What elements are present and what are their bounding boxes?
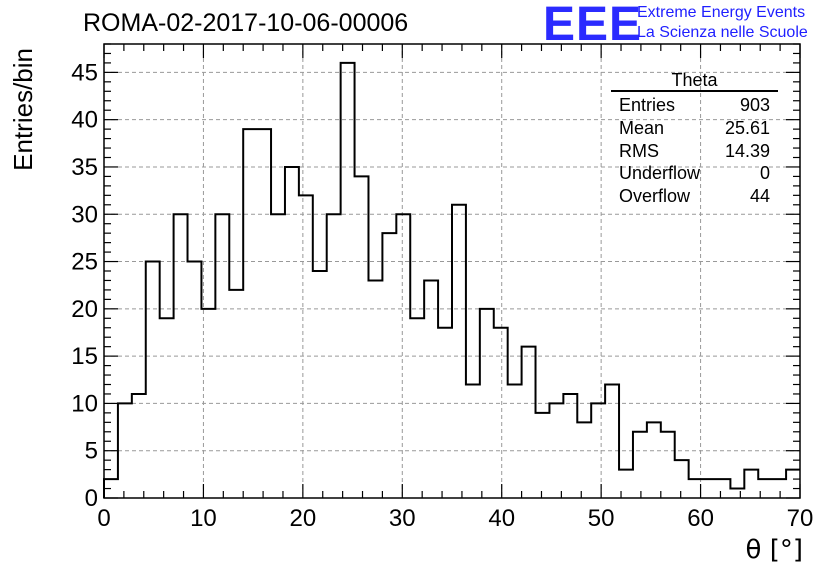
x-tick-label: 40	[488, 505, 515, 532]
stats-value: 25.61	[724, 117, 770, 138]
y-tick-label: 0	[85, 485, 98, 512]
histogram-bin	[424, 280, 438, 498]
histogram-bin	[368, 280, 382, 498]
histogram-bin	[466, 385, 480, 499]
histogram-bin	[201, 309, 215, 498]
histogram-bin	[438, 328, 452, 498]
y-tick-label: 15	[71, 343, 98, 370]
x-tick-label: 60	[687, 505, 714, 532]
histogram-bin	[104, 479, 118, 498]
y-tick-label: 35	[71, 154, 98, 181]
stats-label: Underflow	[619, 163, 701, 184]
y-tick-label: 40	[71, 107, 98, 134]
x-tick-label: 10	[190, 505, 217, 532]
x-axis-label: θ [°]	[746, 535, 803, 565]
stats-value: 0	[759, 163, 770, 184]
histogram-outline	[103, 61, 800, 498]
histogram-bin	[563, 394, 577, 498]
histogram-bin	[661, 432, 675, 498]
histogram-bin	[257, 129, 271, 498]
histogram-bin	[452, 205, 466, 498]
histogram-bin	[313, 271, 327, 498]
histogram-bin	[549, 403, 563, 498]
histogram-bin	[132, 394, 146, 498]
stats-value: 44	[749, 186, 770, 207]
histogram-bin	[327, 214, 341, 498]
histogram-bin	[786, 470, 800, 498]
stats-value: 903	[739, 95, 770, 115]
x-tick-label: 30	[389, 505, 416, 532]
stats-row-entries: Entries 903	[611, 94, 778, 117]
histogram-bin	[744, 470, 758, 498]
stats-row-overflow: Overflow 44	[611, 185, 778, 208]
histogram-bin	[577, 422, 591, 498]
histogram-bin	[271, 214, 285, 498]
histogram-bin	[382, 233, 396, 498]
histogram-bin	[508, 385, 522, 499]
histogram-bin	[647, 422, 661, 498]
histogram-bin	[410, 318, 424, 498]
y-tick-label: 5	[85, 438, 98, 465]
histogram-bin	[174, 214, 188, 498]
stats-box: Theta Entries 903 Mean 25.61 RMS 14.39 U…	[611, 71, 778, 208]
histogram-bin	[758, 479, 772, 498]
histogram-bin	[772, 479, 786, 498]
y-tick-label: 30	[71, 201, 98, 228]
x-tick-label: 70	[787, 505, 814, 532]
x-tick-label: 50	[588, 505, 615, 532]
eee-logo-text: Extreme Energy Events La Scienza nelle S…	[637, 3, 808, 43]
logo-line-1: Extreme Energy Events	[637, 4, 806, 21]
histogram-bin	[215, 214, 229, 498]
histogram-bin	[703, 479, 717, 498]
tick-labels: 0 10 20 30 40 50 60 70 0 5 10 15 20 25 30 35 40 45	[71, 59, 813, 532]
axis-ticks	[103, 43, 801, 499]
histogram-bin	[160, 318, 174, 498]
histogram-bin	[536, 413, 550, 498]
histogram-bin	[299, 195, 313, 498]
eee-logo: EEE	[543, 0, 643, 51]
logo-line-2: La Scienza nelle Scuole	[637, 24, 808, 41]
run-title: ROMA-02-2017-10-06-00006	[83, 9, 409, 37]
histogram-bin	[605, 385, 619, 499]
stats-label: RMS	[619, 140, 659, 161]
histogram-bin	[118, 403, 132, 498]
histogram-bin	[229, 290, 243, 498]
stats-row-mean: Mean 25.61	[611, 117, 778, 140]
histogram-bin	[522, 347, 536, 498]
histogram-bin	[716, 479, 730, 498]
y-tick-label: 45	[71, 59, 98, 86]
histogram-bin	[619, 470, 633, 498]
stats-label: Entries	[619, 95, 676, 115]
stats-row-underflow: Underflow 0	[611, 162, 778, 185]
stats-label: Mean	[619, 117, 665, 138]
histogram-bin	[341, 63, 355, 498]
stats-value: 14.39	[724, 140, 770, 161]
y-tick-label: 25	[71, 249, 98, 276]
histogram-bin	[243, 129, 257, 498]
histogram-bin	[480, 309, 494, 498]
x-tick-label: 20	[290, 505, 317, 532]
histogram-bin	[494, 328, 508, 498]
histogram-bin	[633, 432, 647, 498]
histogram-bin	[689, 479, 703, 498]
histogram-bin	[730, 489, 744, 498]
stats-label: Overflow	[619, 186, 691, 207]
histogram-bin	[675, 460, 689, 498]
stats-row-rms: RMS 14.39	[611, 140, 778, 163]
histogram-bin	[188, 262, 202, 498]
histogram-bin	[146, 262, 160, 498]
x-tick-label: 0	[97, 505, 110, 532]
histogram-bin	[396, 214, 410, 498]
histogram-bin	[591, 403, 605, 498]
y-tick-label: 20	[71, 296, 98, 323]
y-axis-label: Entries/bin	[8, 48, 38, 171]
y-tick-label: 10	[71, 390, 98, 417]
histogram-bin	[285, 167, 299, 498]
histogram-bin	[355, 176, 369, 498]
stats-title: Theta	[611, 71, 778, 92]
